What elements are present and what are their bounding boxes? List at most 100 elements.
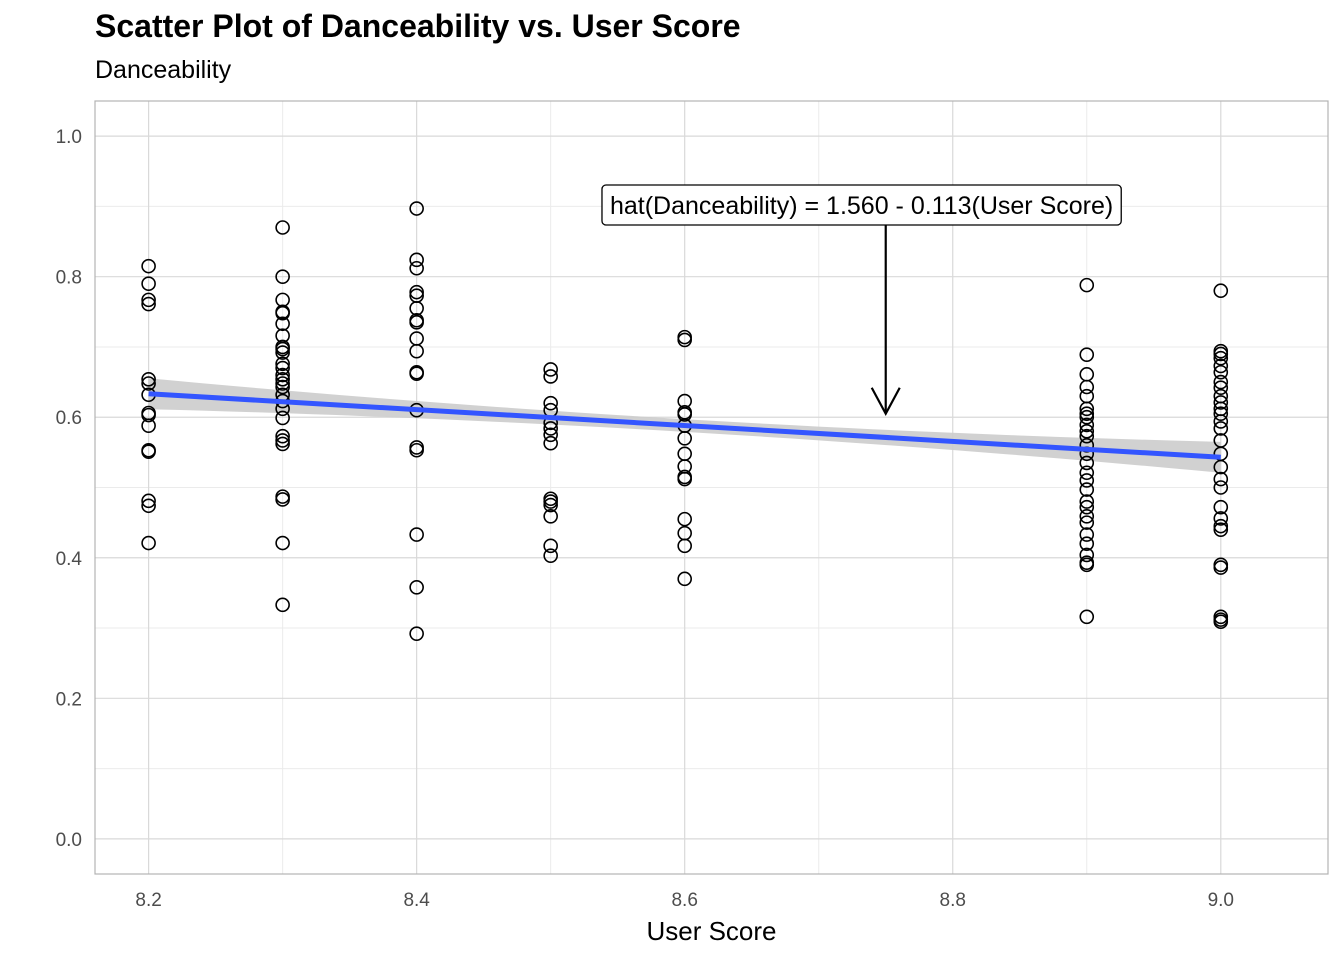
data-point — [1079, 515, 1095, 530]
data-point — [275, 220, 290, 235]
data-point — [1213, 511, 1229, 526]
y-tick-label: 0.0 — [56, 830, 82, 851]
data-point — [1213, 522, 1229, 537]
x-tick-label: 8.8 — [940, 890, 966, 911]
chart-subtitle: Danceability — [95, 56, 232, 84]
data-point — [409, 315, 424, 330]
data-point — [1213, 395, 1229, 410]
data-point — [141, 371, 156, 387]
data-point — [1079, 557, 1095, 573]
data-point — [409, 301, 424, 316]
data-point — [275, 376, 290, 391]
data-point — [1213, 421, 1229, 436]
y-tick-label: 1.0 — [56, 127, 82, 148]
data-point — [275, 341, 290, 357]
data-point — [275, 535, 290, 551]
data-point — [1213, 406, 1229, 422]
y-tick-label: 0.2 — [56, 689, 82, 710]
data-point — [1079, 423, 1095, 439]
data-point — [141, 493, 156, 509]
data-point — [1213, 380, 1229, 396]
data-point — [1079, 482, 1095, 497]
data-point — [543, 427, 558, 443]
data-point — [1213, 499, 1229, 515]
data-point — [1079, 347, 1095, 362]
data-point — [543, 362, 558, 377]
data-point — [275, 305, 290, 321]
panel-border — [94, 100, 1329, 875]
data-point — [275, 492, 290, 507]
data-point — [1079, 547, 1095, 563]
data-point — [1213, 471, 1229, 487]
data-point — [409, 260, 424, 276]
data-point — [275, 428, 290, 444]
data-point — [275, 367, 290, 383]
data-point — [141, 296, 156, 312]
data-point — [543, 548, 558, 563]
data-point — [409, 284, 424, 300]
data-point — [543, 509, 558, 524]
data-point — [677, 407, 692, 422]
data-point — [677, 471, 692, 487]
data-point — [543, 435, 558, 451]
data-point — [543, 369, 558, 384]
data-point — [1213, 614, 1229, 630]
data-point — [409, 579, 424, 595]
x-tick-label: 9.0 — [1208, 890, 1234, 911]
data-point — [141, 258, 156, 274]
y-tick-labels: 0.0 0.2 0.4 0.6 0.8 1.0 — [56, 127, 83, 851]
fit-line-layer — [148, 391, 1221, 460]
annotation-label: hat(Danceability) = 1.560 - 0.113(User S… — [610, 192, 1113, 220]
data-point — [1079, 536, 1095, 552]
data-point — [1079, 406, 1095, 422]
data-point — [1213, 374, 1229, 390]
data-point — [1079, 494, 1095, 509]
chart-title: Scatter Plot of Danceability vs. User Sc… — [95, 8, 741, 44]
data-point — [409, 366, 424, 381]
data-point — [1079, 379, 1095, 395]
x-tick-labels: 8.2 8.4 8.6 8.8 9.0 — [135, 890, 1234, 911]
data-point — [677, 571, 692, 587]
points-layer — [141, 201, 1229, 641]
data-point — [141, 376, 156, 391]
data-point — [275, 356, 290, 372]
data-point — [275, 436, 290, 452]
data-point — [1213, 480, 1229, 495]
data-point — [409, 201, 424, 216]
data-point — [141, 407, 156, 423]
data-point — [409, 343, 424, 359]
data-point — [275, 597, 290, 613]
data-point — [409, 442, 424, 458]
data-point — [1079, 409, 1095, 425]
data-point — [409, 626, 424, 641]
data-point — [275, 371, 290, 387]
data-point — [141, 292, 156, 308]
data-point — [1079, 473, 1095, 488]
data-point — [1213, 364, 1229, 380]
data-point — [141, 276, 156, 292]
regression-line — [148, 391, 1221, 460]
annotation-label-box — [601, 184, 1122, 226]
x-tick-label: 8.6 — [671, 890, 697, 911]
grid-layer — [95, 101, 1328, 874]
data-point — [275, 345, 290, 360]
data-point — [543, 538, 558, 554]
data-point — [275, 316, 290, 332]
data-point — [543, 497, 558, 513]
y-tick-label: 0.8 — [56, 268, 82, 289]
y-tick-label: 0.4 — [56, 549, 83, 570]
data-point — [275, 410, 290, 426]
data-point — [543, 421, 558, 436]
data-point — [1213, 283, 1229, 299]
data-point — [409, 252, 424, 268]
data-point — [275, 433, 290, 448]
annotation-arrow-head — [870, 387, 901, 417]
data-point — [275, 269, 290, 284]
data-point — [1213, 350, 1229, 366]
data-point — [1079, 609, 1095, 625]
data-point — [1079, 527, 1095, 542]
data-point — [1079, 499, 1095, 515]
data-point — [275, 360, 290, 376]
annotation-layer: hat(Danceability) = 1.560 - 0.113(User S… — [601, 184, 1122, 417]
data-point — [1079, 455, 1095, 471]
